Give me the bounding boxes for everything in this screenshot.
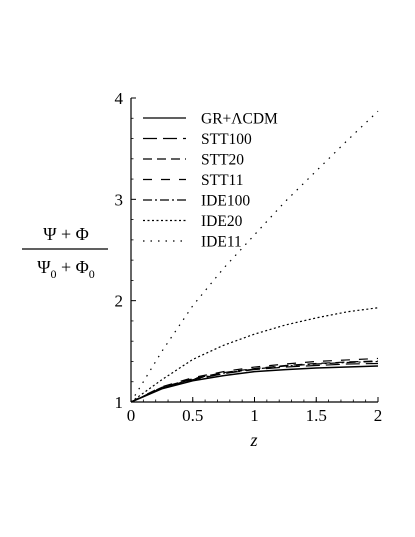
x-tick-label: 2 (374, 406, 383, 425)
legend-label: IDE20 (201, 213, 243, 230)
legend-label: IDE100 (201, 193, 250, 210)
legend-label: IDE11 (201, 234, 242, 251)
y-tick-label: 2 (115, 292, 124, 311)
x-tick-label: 0 (127, 406, 136, 425)
y-tick-label: 4 (115, 89, 124, 108)
legend-label: STT11 (201, 172, 243, 189)
y-axis-label: Ψ + Φ Ψ0 + Φ0 (22, 224, 108, 281)
y-tick-label: 3 (115, 190, 124, 209)
series-line-gr-cdm (130, 365, 379, 403)
x-tick-label: 0.5 (182, 406, 203, 425)
x-tick-label: 1 (250, 406, 259, 425)
series-line-ide20 (130, 307, 379, 403)
series-line-stt100 (130, 362, 379, 403)
y-axis-label-denominator: Ψ0 + Φ0 (37, 257, 95, 281)
series-line-stt11 (130, 357, 379, 403)
y-axis-label-numerator: Ψ + Φ (43, 224, 89, 244)
series-layer (130, 110, 379, 403)
legend-label: STT100 (201, 131, 252, 148)
x-tick-label: 1.5 (306, 406, 327, 425)
legend: GR+ΛCDM STT100 STT20 STT11 IDE100 IDE20 IDE11 (143, 111, 278, 251)
series-line-ide11 (130, 110, 379, 403)
axes: 0 0.5 1 1.5 2 1 2 3 4 (115, 89, 383, 425)
series-line-ide100 (130, 360, 379, 403)
legend-label: STT20 (201, 152, 244, 169)
x-axis-label: z (249, 430, 257, 450)
legend-label: GR+ΛCDM (201, 111, 278, 128)
y-tick-label: 1 (115, 393, 124, 412)
